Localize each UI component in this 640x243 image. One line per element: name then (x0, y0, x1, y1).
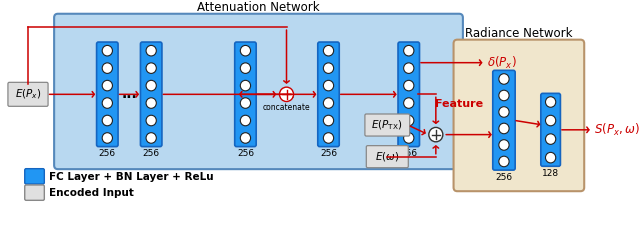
Text: $\delta(P_x)$: $\delta(P_x)$ (487, 55, 517, 71)
Circle shape (404, 133, 414, 143)
Text: $E(\omega)$: $E(\omega)$ (375, 150, 399, 163)
Circle shape (499, 107, 509, 117)
Circle shape (146, 63, 156, 73)
FancyBboxPatch shape (541, 93, 561, 166)
Circle shape (102, 98, 113, 108)
Text: $E(P_x)$: $E(P_x)$ (15, 87, 42, 101)
Text: Encoded Input: Encoded Input (49, 188, 133, 198)
Circle shape (499, 140, 509, 150)
Circle shape (280, 87, 294, 102)
Circle shape (545, 97, 556, 107)
FancyBboxPatch shape (25, 185, 44, 200)
Text: 256: 256 (99, 149, 116, 158)
Circle shape (323, 80, 333, 91)
FancyBboxPatch shape (366, 146, 408, 168)
Circle shape (499, 156, 509, 167)
Circle shape (404, 80, 414, 91)
Circle shape (240, 133, 251, 143)
FancyBboxPatch shape (398, 42, 419, 147)
Circle shape (146, 80, 156, 91)
Circle shape (102, 115, 113, 126)
FancyBboxPatch shape (454, 40, 584, 191)
Circle shape (102, 80, 113, 91)
Circle shape (499, 74, 509, 84)
Circle shape (323, 63, 333, 73)
Circle shape (545, 134, 556, 144)
Text: 256: 256 (495, 173, 513, 182)
Circle shape (146, 98, 156, 108)
Text: Feature: Feature (435, 99, 483, 109)
FancyBboxPatch shape (54, 14, 463, 169)
Text: 128: 128 (542, 169, 559, 178)
FancyBboxPatch shape (493, 70, 515, 170)
Circle shape (323, 133, 333, 143)
FancyBboxPatch shape (140, 42, 162, 147)
Text: concatenate: concatenate (262, 104, 310, 113)
Circle shape (404, 45, 414, 56)
Text: 256: 256 (320, 149, 337, 158)
Circle shape (499, 90, 509, 101)
Text: ...: ... (122, 87, 138, 101)
Text: Radiance Network: Radiance Network (465, 27, 573, 40)
Circle shape (404, 115, 414, 126)
FancyBboxPatch shape (318, 42, 339, 147)
Text: FC Layer + BN Layer + ReLu: FC Layer + BN Layer + ReLu (49, 172, 213, 182)
Circle shape (240, 80, 251, 91)
FancyBboxPatch shape (25, 169, 44, 184)
Circle shape (240, 45, 251, 56)
FancyBboxPatch shape (8, 82, 48, 106)
Circle shape (404, 98, 414, 108)
Circle shape (102, 45, 113, 56)
Circle shape (323, 98, 333, 108)
Text: $S(P_x, \omega)$: $S(P_x, \omega)$ (593, 122, 639, 138)
Text: Attenuation Network: Attenuation Network (197, 1, 320, 14)
Circle shape (102, 63, 113, 73)
Circle shape (146, 133, 156, 143)
Circle shape (499, 123, 509, 134)
FancyBboxPatch shape (235, 42, 256, 147)
FancyBboxPatch shape (97, 42, 118, 147)
Circle shape (240, 63, 251, 73)
Text: $E(P_{\mathrm{TX}})$: $E(P_{\mathrm{TX}})$ (371, 118, 403, 132)
Text: 256: 256 (237, 149, 254, 158)
Circle shape (404, 63, 414, 73)
Text: 256: 256 (143, 149, 160, 158)
Circle shape (240, 98, 251, 108)
FancyBboxPatch shape (365, 114, 410, 136)
Text: 256: 256 (400, 149, 417, 158)
Circle shape (240, 115, 251, 126)
Circle shape (545, 152, 556, 163)
Circle shape (429, 127, 443, 142)
Circle shape (323, 115, 333, 126)
Text: ...: ... (280, 87, 295, 101)
Circle shape (545, 115, 556, 126)
Circle shape (323, 45, 333, 56)
Circle shape (146, 115, 156, 126)
Circle shape (102, 133, 113, 143)
Circle shape (146, 45, 156, 56)
